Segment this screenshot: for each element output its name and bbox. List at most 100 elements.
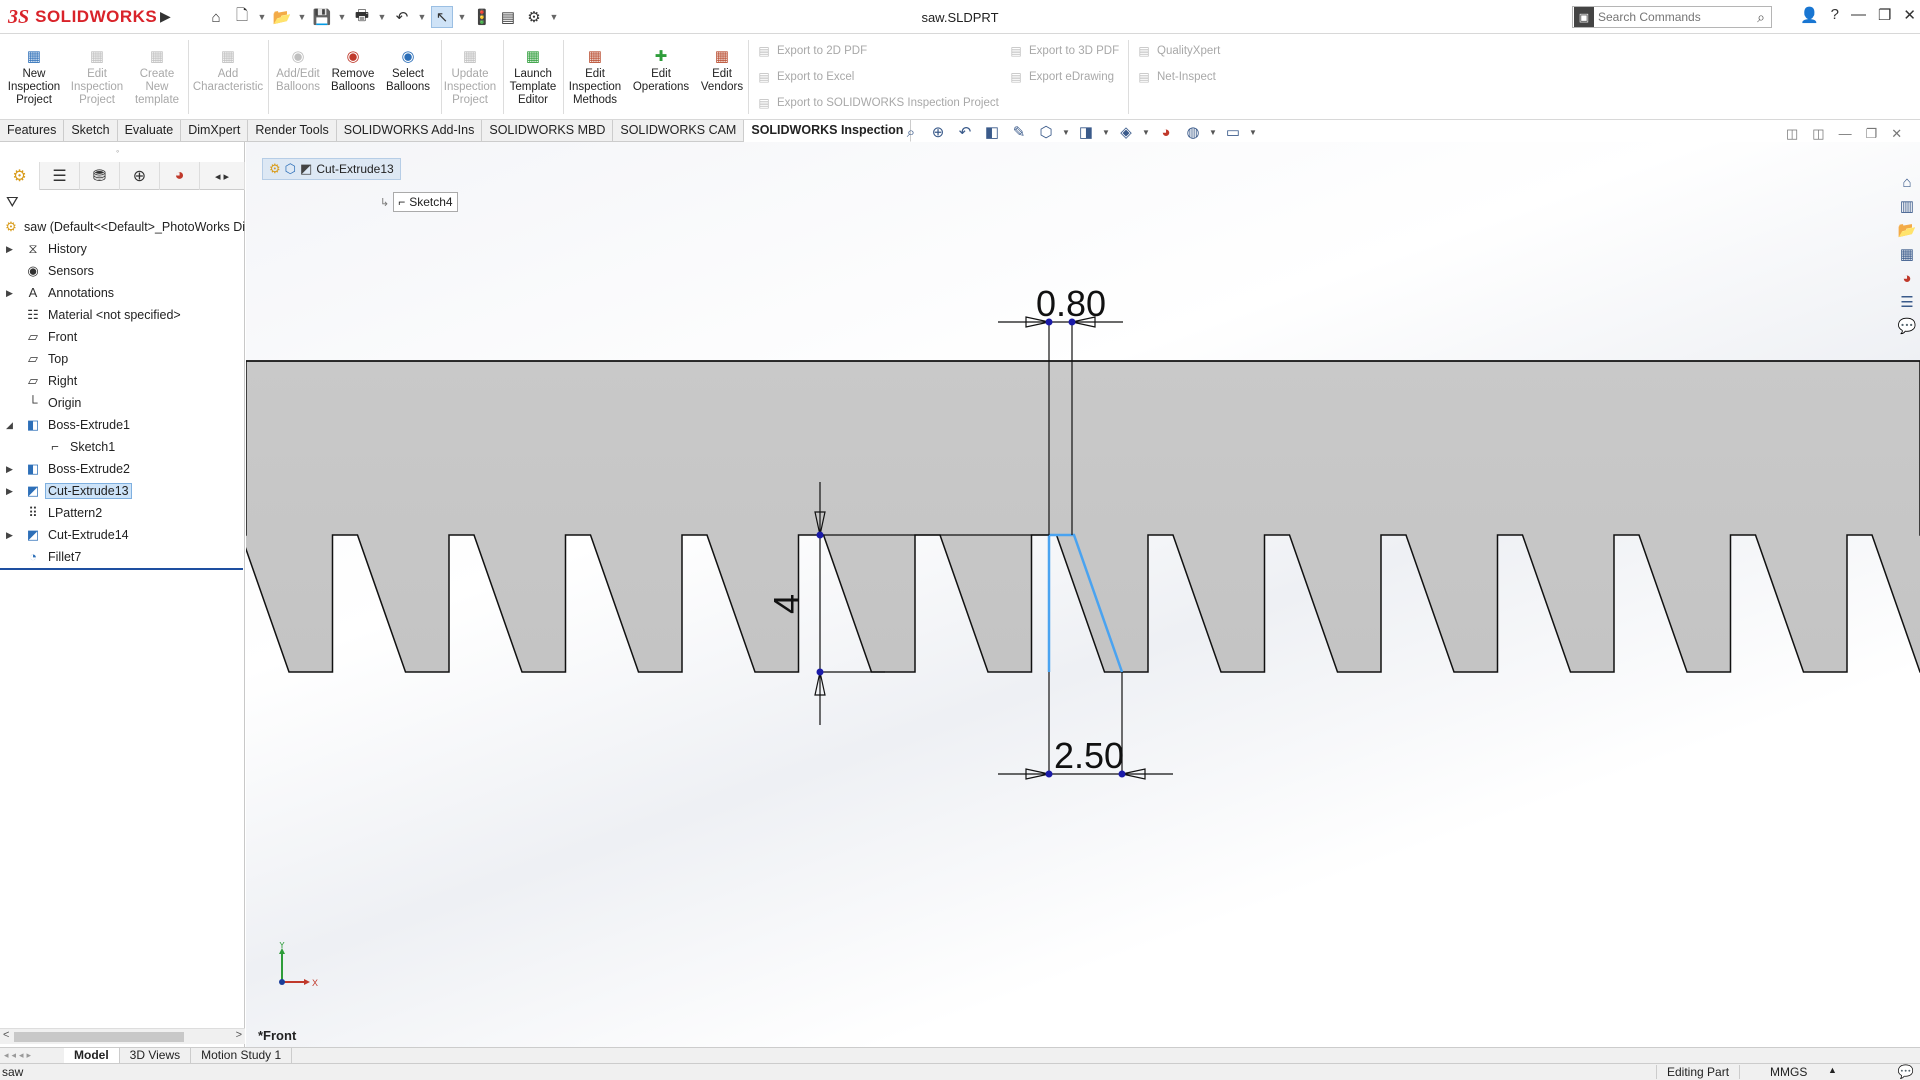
tab-motion-study-1[interactable]: Motion Study 1	[191, 1047, 293, 1064]
breadcrumb-sketch[interactable]: ↳ ⌐ Sketch4	[380, 192, 458, 212]
chat-icon[interactable]: 💬	[1897, 1064, 1914, 1079]
tab-solidworks-cam[interactable]: SOLIDWORKS CAM	[613, 120, 745, 142]
help-icon[interactable]: ?	[1830, 6, 1839, 23]
view-palette-icon[interactable]: ▦	[1899, 246, 1915, 263]
tree-item-origin[interactable]: └ Origin	[0, 392, 245, 414]
tree-item-annotations[interactable]: ▶ A Annotations	[6, 285, 115, 300]
export-excel-button[interactable]: ▤ Export to Excel	[758, 70, 855, 84]
tree-item-cut-extrude13[interactable]: ▶ ◩ Cut-Extrude13	[0, 480, 245, 502]
solidworks-logo[interactable]: 3S SOLIDWORKS	[8, 3, 188, 31]
design-library-icon[interactable]: ▥	[1899, 198, 1915, 215]
chevron-down-icon[interactable]: ▼	[257, 12, 267, 22]
cut-extrude-icon[interactable]: ◩	[300, 161, 313, 176]
update-inspection-project-button[interactable]: ▦ Update Inspection Project	[443, 48, 497, 106]
hide-show-items-icon[interactable]: ◈	[1120, 124, 1132, 141]
create-new-template-button[interactable]: ▦ Create New template	[134, 48, 180, 106]
zoom-to-fit-icon[interactable]: ⌕	[906, 123, 916, 141]
edit-inspection-project-button[interactable]: ▦ Edit Inspection Project	[70, 48, 124, 106]
forum-icon[interactable]: 💬	[1897, 318, 1917, 335]
close-icon[interactable]: ✕	[1891, 126, 1903, 141]
selected-tooth-sketch[interactable]	[1047, 533, 1124, 673]
previous-view-icon[interactable]: ↶	[958, 124, 972, 141]
expand-arrow-icon[interactable]: ▶	[6, 529, 13, 540]
print-icon[interactable]: 🖶	[354, 6, 370, 24]
collapse-arrow-icon[interactable]: ◢	[6, 419, 13, 430]
rollback-bar[interactable]	[0, 568, 243, 570]
dimension-text-bottom[interactable]: 2.50	[1054, 735, 1124, 776]
file-properties-icon[interactable]: ▤	[500, 9, 516, 26]
chevron-down-icon[interactable]: ▼	[1062, 127, 1070, 137]
chevron-down-icon[interactable]: ▼	[337, 12, 347, 22]
saw-body[interactable]	[246, 360, 1920, 673]
tree-item-cut-extrude14[interactable]: ▶ ◩ Cut-Extrude14	[6, 527, 129, 542]
add-characteristic-button[interactable]: ▦ Add Characteristic	[192, 48, 264, 93]
select-cursor-icon[interactable]: ↖	[431, 6, 453, 28]
gear-icon[interactable]: ⚙	[527, 9, 541, 26]
user-icon[interactable]: 👤	[1799, 7, 1819, 24]
close-icon[interactable]: ✕	[1903, 7, 1916, 24]
net-inspect-button[interactable]: ▤ Net-Inspect	[1138, 70, 1216, 84]
chevron-down-icon[interactable]: ▼	[297, 12, 307, 22]
export-sw-inspection-button[interactable]: ▤ Export to SOLIDWORKS Inspection Project	[758, 96, 999, 110]
chevron-down-icon[interactable]: ▼	[1102, 127, 1110, 137]
menu-expand-arrow-icon[interactable]: ▶	[160, 8, 171, 24]
dimension-4[interactable]: 4	[766, 482, 1049, 725]
export-2d-pdf-button[interactable]: ▤ Export to 2D PDF	[758, 44, 868, 58]
split-right-icon[interactable]: ◫	[1812, 126, 1825, 141]
qualityxpert-button[interactable]: ▤ QualityXpert	[1138, 44, 1221, 58]
status-units[interactable]: MMGS	[1770, 1065, 1808, 1079]
tab-solidworks-inspection[interactable]: SOLIDWORKS Inspection	[744, 120, 912, 142]
dynamic-annotation-icon[interactable]: ✎	[1012, 124, 1026, 141]
chevron-down-icon[interactable]: ▼	[549, 12, 559, 22]
select-balloons-button[interactable]: ◉ Select Balloons	[385, 48, 431, 93]
tree-item-history[interactable]: ▶ ⧖ History	[6, 241, 87, 256]
units-menu-arrow-icon[interactable]: ▲	[1828, 1065, 1837, 1075]
restore-icon[interactable]: ❐	[1865, 126, 1878, 141]
minimize-icon[interactable]: —	[1838, 126, 1852, 141]
configuration-manager-tab-icon[interactable]: ⛃	[80, 162, 120, 190]
chevron-down-icon[interactable]: ▼	[1142, 127, 1150, 137]
tree-root[interactable]: ⚙ saw (Default<<Default>_PhotoWorks Dis	[0, 216, 245, 238]
remove-balloons-button[interactable]: ◉ Remove Balloons	[330, 48, 376, 93]
home-icon[interactable]: ⌂	[1902, 173, 1912, 191]
scroll-right-icon[interactable]: >	[235, 1029, 242, 1041]
new-inspection-project-button[interactable]: ▦ New Inspection Project	[7, 48, 61, 106]
edit-appearance-icon[interactable]: ◕	[1161, 123, 1171, 141]
section-view-icon[interactable]: ◧	[984, 124, 1000, 141]
scroll-left-icon[interactable]: <	[3, 1029, 10, 1041]
filter-icon[interactable]: ⛛	[6, 194, 19, 211]
property-manager-tab-icon[interactable]: ☰	[40, 162, 80, 190]
more-tabs-icon[interactable]: ◂ ▸	[200, 162, 245, 190]
undo-icon[interactable]: ↶	[395, 9, 409, 26]
tree-item-boss-extrude2[interactable]: ▶ ◧ Boss-Extrude2	[6, 461, 130, 476]
restore-icon[interactable]: ❐	[1877, 7, 1892, 24]
chevron-down-icon[interactable]: ▼	[417, 12, 427, 22]
tree-item-right[interactable]: ▱ Right	[0, 370, 245, 392]
edit-vendors-button[interactable]: ▦ Edit Vendors	[700, 48, 744, 93]
panel-splitter-grip[interactable]: ◦	[116, 146, 120, 156]
split-left-icon[interactable]: ◫	[1786, 126, 1799, 141]
dimension-text-left[interactable]: 4	[766, 594, 807, 614]
tab-solidworks-mbd[interactable]: SOLIDWORKS MBD	[482, 120, 614, 142]
custom-properties-icon[interactable]: ☰	[1900, 294, 1914, 311]
search-input[interactable]	[1598, 10, 1738, 24]
tab-render-tools[interactable]: Render Tools	[248, 120, 337, 142]
tab-dimxpert[interactable]: DimXpert	[181, 120, 249, 142]
graphics-area[interactable]: ⚙ ⬡ ◩ Cut-Extrude13 ↳ ⌐ Sketch4	[246, 142, 1920, 1047]
save-icon[interactable]: 💾	[312, 9, 332, 26]
tree-item-top[interactable]: ▱ Top	[0, 348, 245, 370]
edit-inspection-methods-button[interactable]: ▦ Edit Inspection Methods	[568, 48, 622, 106]
tab-model[interactable]: Model	[64, 1047, 120, 1064]
tab-features[interactable]: Features	[0, 120, 65, 142]
tree-item-sketch1[interactable]: ⌐ Sketch1	[0, 436, 245, 458]
dimxpert-manager-tab-icon[interactable]: ⊕	[120, 162, 160, 190]
export-3d-pdf-button[interactable]: ▤ Export to 3D PDF	[1010, 44, 1120, 58]
add-edit-balloons-button[interactable]: ◉ Add/Edit Balloons	[275, 48, 321, 93]
chevron-down-icon[interactable]: ▼	[457, 12, 467, 22]
zoom-to-area-icon[interactable]: ⊕	[931, 124, 945, 141]
export-edrawing-button[interactable]: ▤ Export eDrawing	[1010, 70, 1115, 84]
search-commands-box[interactable]: ▣ ⌕	[1572, 6, 1772, 28]
chevron-down-icon[interactable]: ▼	[1209, 127, 1217, 137]
launch-template-editor-button[interactable]: ▦ Launch Template Editor	[509, 48, 557, 106]
expand-arrow-icon[interactable]: ▶	[6, 463, 13, 474]
